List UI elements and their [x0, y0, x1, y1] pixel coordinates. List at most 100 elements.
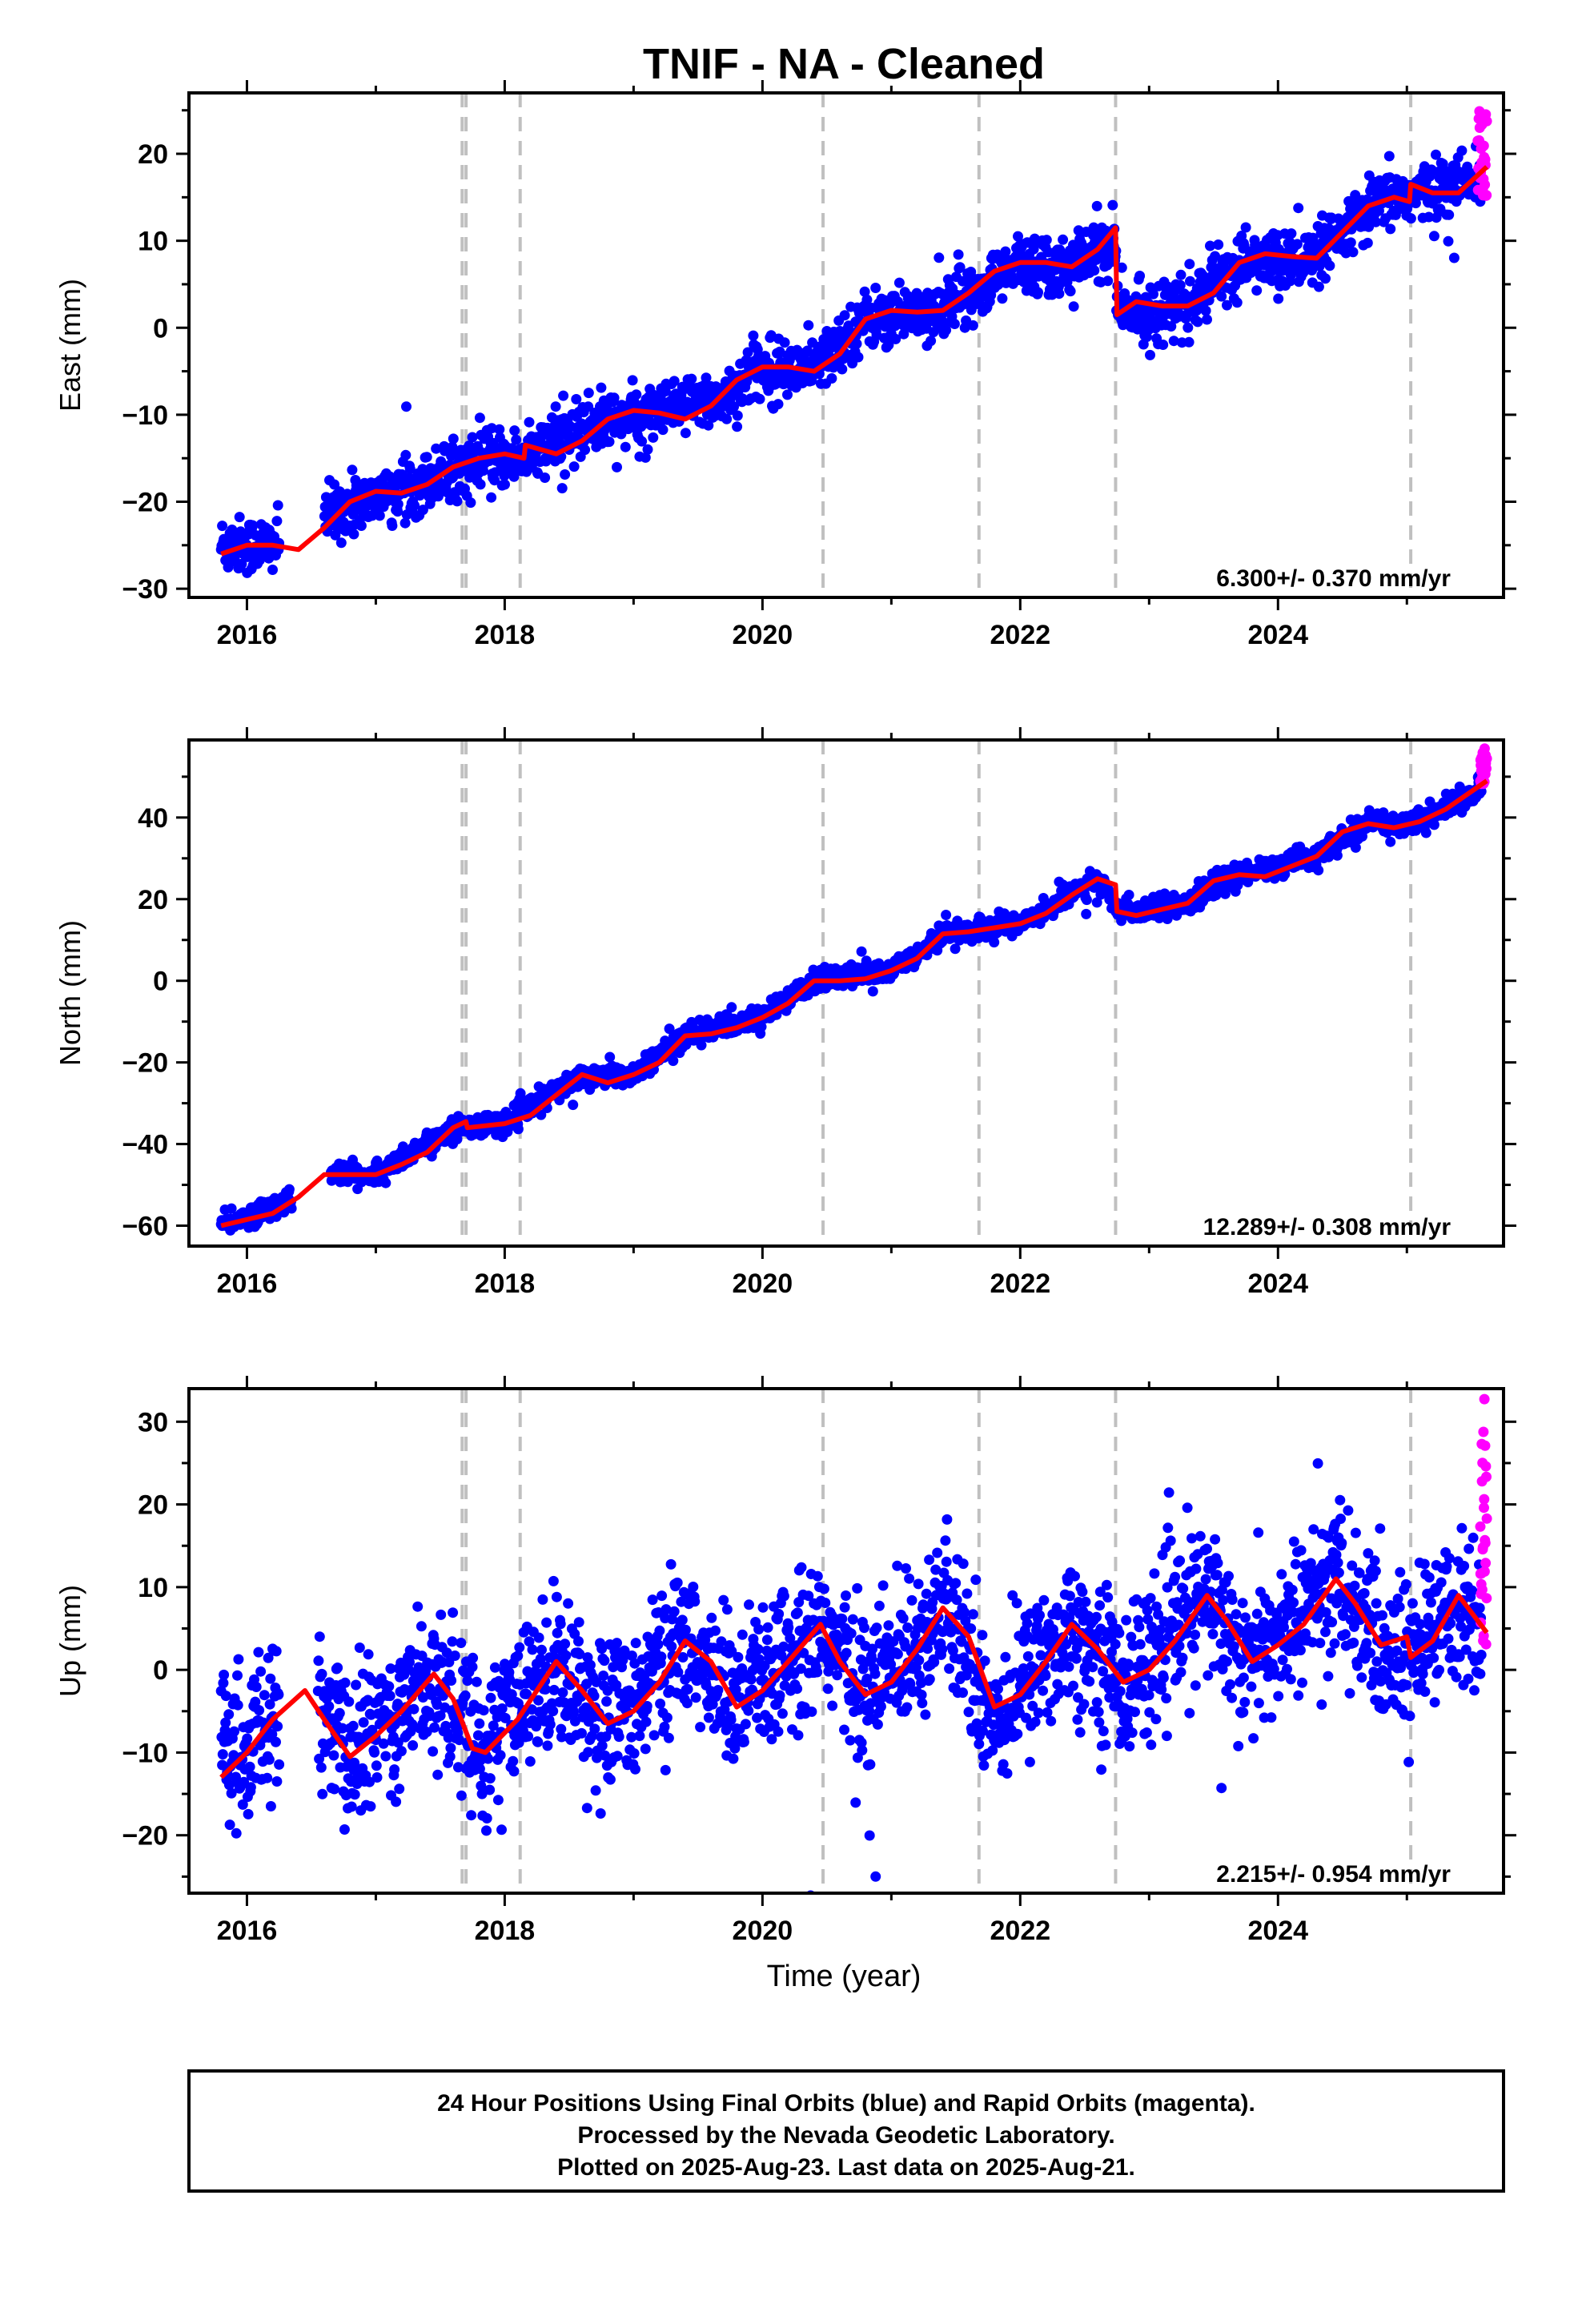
- up-final-point: [243, 1808, 254, 1819]
- up-final-point: [232, 1699, 243, 1711]
- east-final-point: [1456, 145, 1468, 156]
- north-frame: [187, 738, 1505, 1248]
- up-final-point: [334, 1707, 345, 1719]
- up-final-point: [314, 1753, 325, 1764]
- up-final-point: [343, 1696, 355, 1707]
- north-final-point: [867, 986, 878, 997]
- up-final-point: [315, 1762, 327, 1773]
- up-final-point: [271, 1736, 281, 1747]
- up-final-point: [232, 1670, 243, 1681]
- up-final-point: [337, 1723, 348, 1734]
- up-final-point: [233, 1654, 244, 1665]
- east-final-point: [1324, 260, 1335, 271]
- north-x-tick-label: 2022: [990, 1269, 1051, 1299]
- up-final-point: [251, 1682, 262, 1692]
- east-final-point: [267, 565, 278, 575]
- up-final-point: [223, 1709, 235, 1720]
- east-final-point: [1405, 213, 1416, 224]
- up-final-point: [346, 1801, 357, 1812]
- east-final-point: [1240, 222, 1251, 233]
- east-final-point: [1116, 262, 1127, 273]
- north-y-tick-label: 0: [153, 967, 168, 997]
- east-final-point: [1423, 211, 1435, 223]
- east-x-tick-label: 2022: [990, 620, 1051, 650]
- east-final-point: [448, 433, 459, 444]
- up-final-point: [237, 1799, 248, 1810]
- east-final-point: [509, 425, 520, 436]
- north-final-point: [512, 1124, 524, 1135]
- east-final-point: [898, 328, 909, 340]
- east-final-point: [1213, 239, 1224, 250]
- east-final-point: [596, 382, 607, 393]
- up-final-point: [220, 1691, 231, 1702]
- up-final-point: [378, 1738, 389, 1749]
- east-final-point: [779, 337, 790, 348]
- east-final-point: [1013, 231, 1023, 242]
- east-final-point: [1291, 239, 1303, 250]
- north-final-point: [283, 1184, 295, 1195]
- east-final-point: [1320, 273, 1331, 284]
- east-final-point: [467, 432, 478, 443]
- east-final-point: [701, 372, 712, 384]
- east-final-point: [556, 483, 568, 494]
- east-final-point: [1313, 281, 1324, 292]
- east-final-point: [754, 393, 765, 404]
- east-final-point: [1000, 246, 1011, 257]
- up-final-point: [263, 1652, 274, 1663]
- north-y-tick-label: −40: [122, 1130, 168, 1160]
- east-final-point: [686, 373, 697, 384]
- east-final-point: [1089, 265, 1100, 276]
- north-final-point: [668, 1055, 679, 1067]
- east-final-point: [330, 529, 341, 541]
- east-final-point: [400, 517, 411, 529]
- up-final-point: [369, 1747, 380, 1758]
- east-final-point: [636, 436, 648, 447]
- east-final-point: [580, 444, 591, 456]
- east-x-tick-label: 2018: [475, 620, 536, 650]
- east-y-axis-label: East (mm): [54, 279, 86, 412]
- east-frame: [187, 91, 1505, 599]
- east-final-point: [404, 463, 416, 474]
- east-final-point: [500, 479, 510, 490]
- east-final-point: [997, 293, 1008, 304]
- east-final-point: [934, 252, 945, 263]
- east-final-point: [568, 461, 580, 472]
- east-final-point: [669, 376, 680, 387]
- east-final-point: [648, 432, 659, 443]
- east-final-point: [1345, 237, 1356, 248]
- east-final-point: [1443, 235, 1454, 247]
- east-final-point: [774, 346, 785, 357]
- east-final-point: [1166, 321, 1177, 332]
- east-final-point: [1273, 293, 1284, 304]
- up-final-point: [391, 1796, 402, 1807]
- up-final-point: [328, 1750, 339, 1761]
- east-final-point: [1216, 291, 1227, 302]
- up-final-point: [242, 1733, 253, 1744]
- up-final-point: [219, 1669, 230, 1680]
- east-final-point: [571, 394, 582, 404]
- up-final-point: [274, 1759, 285, 1770]
- east-rapid-point: [1478, 140, 1489, 151]
- up-final-point: [267, 1729, 278, 1739]
- up-final-point: [332, 1663, 343, 1673]
- up-final-point: [217, 1759, 228, 1771]
- east-final-point: [272, 500, 283, 511]
- up-final-point: [271, 1646, 282, 1657]
- up-final-point: [384, 1691, 396, 1702]
- east-final-point: [474, 412, 485, 424]
- east-final-point: [271, 516, 283, 527]
- up-final-point: [371, 1760, 382, 1771]
- north-rapid-point: [1481, 753, 1492, 764]
- up-final-point: [244, 1761, 255, 1772]
- east-final-point: [1175, 269, 1186, 280]
- up-final-point: [383, 1681, 395, 1692]
- east-final-point: [236, 558, 247, 569]
- up-final-point: [365, 1801, 376, 1812]
- east-final-point: [748, 330, 759, 341]
- north-rapid-points: [1475, 743, 1492, 790]
- north-final-point: [1081, 908, 1092, 919]
- east-final-point: [839, 310, 850, 321]
- east-final-point: [392, 499, 404, 509]
